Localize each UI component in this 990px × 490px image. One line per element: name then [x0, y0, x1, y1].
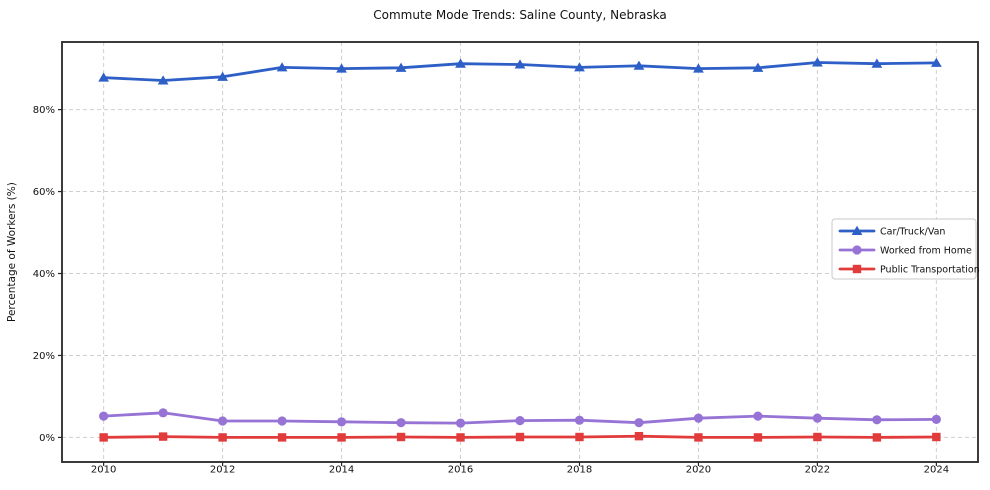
series-public-transportation-marker-square — [634, 431, 644, 441]
series-public-transportation — [99, 431, 941, 442]
series-car-truck-van-marker-triangle — [633, 60, 645, 70]
series-car-truck-van-marker-triangle — [930, 57, 942, 67]
series-worked-from-home-marker-circle — [515, 416, 525, 426]
series-worked-from-home — [99, 408, 941, 428]
chart-title: Commute Mode Trends: Saline County, Nebr… — [373, 8, 667, 22]
x-tick-label: 2010 — [91, 464, 116, 475]
series-public-transportation-marker-square — [872, 433, 882, 442]
series-public-transportation-marker-square — [158, 432, 168, 441]
series-public-transportation-marker-square — [396, 432, 406, 442]
legend-box — [831, 218, 977, 280]
series-worked-from-home-marker-circle — [931, 414, 941, 424]
legend-worked-from-home-marker-circle — [852, 245, 862, 255]
series-worked-from-home-marker-circle — [99, 411, 109, 421]
series-car-truck-van-marker-triangle — [514, 59, 526, 69]
series-car-truck-van-marker-triangle — [276, 62, 288, 72]
x-tick-label: 2012 — [210, 464, 235, 475]
series-public-transportation-marker-square — [932, 432, 941, 442]
y-tick-label: 0% — [39, 433, 55, 444]
y-axis-label: Percentage of Workers (%) — [6, 182, 18, 322]
series-worked-from-home-marker-circle — [217, 416, 228, 426]
series-worked-from-home-marker-circle — [336, 417, 347, 427]
series-public-transportation-marker-square — [277, 433, 287, 442]
x-tick-label: 2018 — [567, 464, 592, 475]
legend-label-worked-from-home: Worked from Home — [880, 245, 972, 256]
series-worked-from-home-marker-circle — [693, 413, 704, 423]
y-tick-label: 80% — [33, 105, 55, 116]
series-public-transportation-marker-square — [456, 433, 465, 442]
legend-item-public-transportation: Public Transportation — [838, 264, 980, 275]
series-car-truck-van-marker-triangle — [455, 58, 466, 68]
legend-item-car-truck-van: Car/Truck/Van — [838, 225, 945, 237]
series-public-transportation-marker-square — [515, 432, 525, 442]
series-public-transportation-marker-square — [337, 433, 346, 442]
series-worked-from-home-marker-circle — [158, 408, 168, 418]
legend: Car/Truck/Van Worked from Home Public Tran… — [831, 218, 980, 280]
x-tick-label: 2024 — [924, 464, 949, 475]
legend-car-truck-van-marker-triangle — [851, 225, 863, 235]
x-tick-label: 2016 — [448, 464, 473, 475]
series-car-truck-van-marker-triangle — [157, 75, 169, 85]
y-tick-label: 40% — [33, 269, 55, 280]
series-car-truck-van-marker-triangle — [752, 62, 764, 72]
x-tick-label: 2022 — [805, 464, 830, 475]
x-tick-label: 2014 — [329, 464, 354, 475]
series-public-transportation-marker-square — [575, 432, 584, 442]
series-car-truck-van-marker-triangle — [217, 71, 228, 81]
series-public-transportation-marker-square — [218, 433, 227, 442]
legend-label-car-truck-van: Car/Truck/Van — [880, 226, 945, 237]
series-worked-from-home-marker-circle — [753, 411, 763, 421]
y-tick-label: 20% — [33, 351, 55, 362]
series-car-truck-van-marker-triangle — [98, 72, 110, 82]
series-worked-from-home-marker-circle — [396, 418, 406, 428]
series-worked-from-home-marker-circle — [277, 416, 287, 426]
series-car-truck-van-marker-triangle — [574, 62, 585, 72]
series-car-truck-van-marker-triangle — [395, 62, 407, 72]
series-car-truck-van-marker-triangle — [871, 58, 883, 68]
y-tick-label: 60% — [33, 187, 55, 198]
series-public-transportation-marker-square — [753, 433, 763, 442]
legend-label-public-transportation: Public Transportation — [880, 264, 980, 275]
series-public-transportation-marker-square — [694, 433, 703, 442]
plot-border — [61, 41, 979, 463]
series-worked-from-home-marker-circle — [574, 415, 585, 425]
series-car-truck-van-marker-triangle — [336, 63, 347, 73]
series-worked-from-home-marker-circle — [634, 418, 644, 428]
series-worked-from-home-marker-circle — [812, 413, 823, 423]
x-tick-label: 2020 — [686, 464, 711, 475]
series-car-truck-van-marker-triangle — [812, 57, 823, 67]
series-public-transportation-marker-square — [813, 432, 822, 442]
legend-item-worked-from-home: Worked from Home — [838, 245, 972, 256]
series-car-truck-van-marker-triangle — [693, 63, 704, 73]
series-worked-from-home-marker-circle — [872, 415, 882, 425]
series-worked-from-home-marker-circle — [455, 418, 466, 428]
series-public-transportation-marker-square — [99, 433, 108, 442]
series-car-truck-van — [98, 57, 942, 85]
legend-public-transportation-marker-square — [852, 264, 862, 274]
